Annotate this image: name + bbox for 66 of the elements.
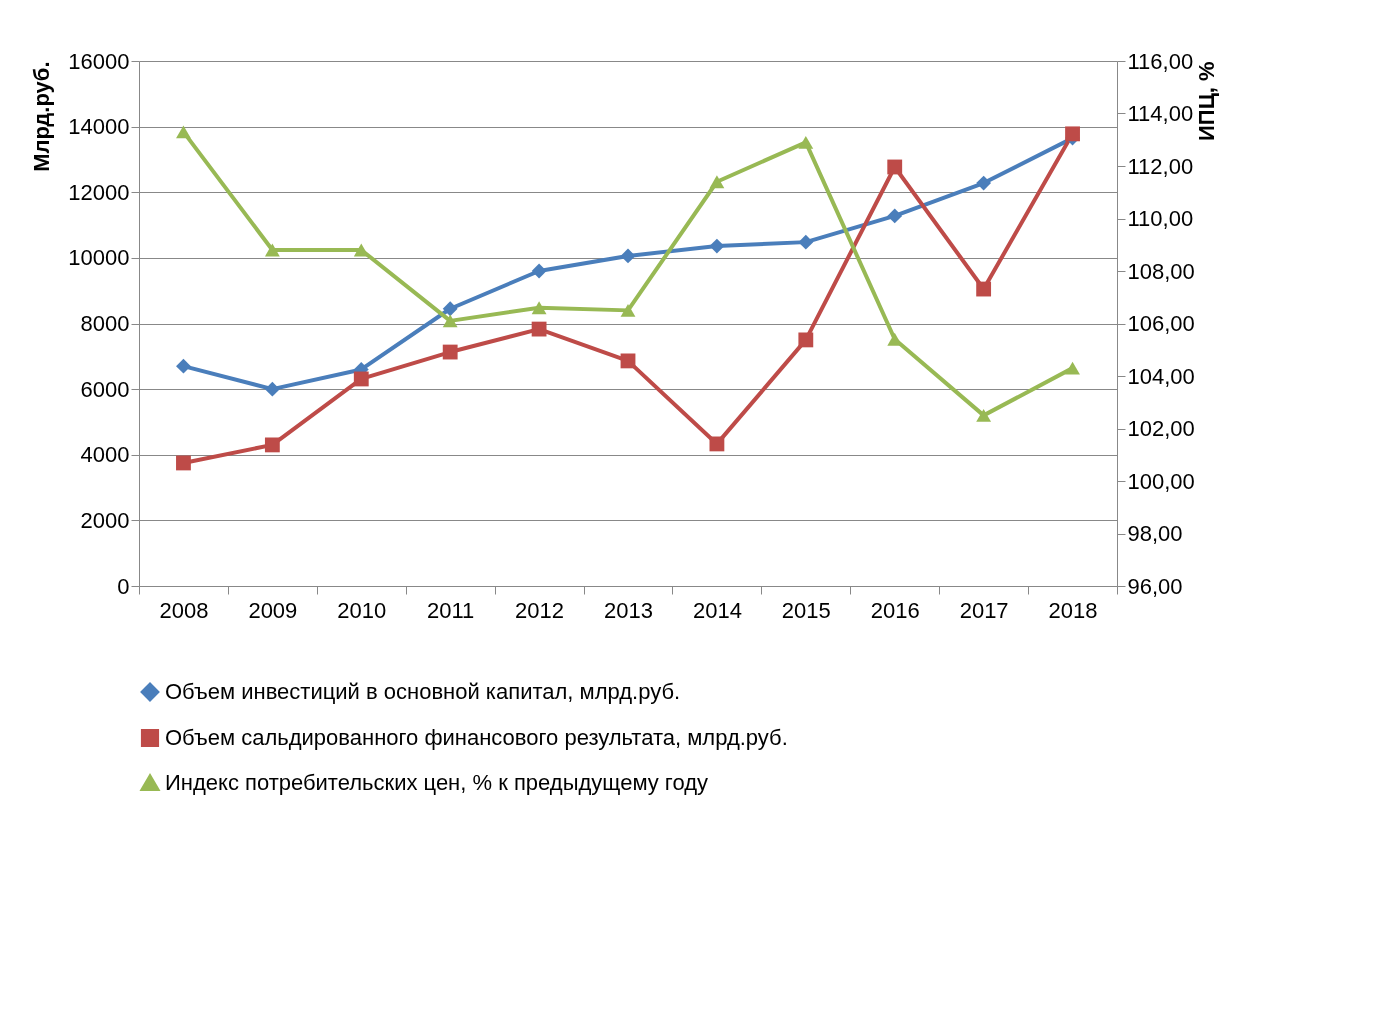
point bbox=[353, 243, 369, 257]
y2-tick-label: 104,00 bbox=[1127, 363, 1195, 389]
y-tick-label: 10000 bbox=[68, 245, 130, 271]
y-tick-label: 6000 bbox=[80, 376, 130, 402]
point bbox=[264, 381, 280, 397]
point bbox=[1065, 361, 1080, 375]
point bbox=[976, 408, 992, 422]
point bbox=[531, 321, 547, 337]
y2-tick-label: 116,00 bbox=[1127, 48, 1194, 74]
y2-tick-label: 106,00 bbox=[1127, 311, 1195, 336]
point bbox=[976, 175, 992, 191]
x-tick-label: 2016 bbox=[870, 597, 920, 623]
point bbox=[709, 175, 725, 189]
point bbox=[798, 135, 814, 149]
y2-tick-label: 110,00 bbox=[1127, 206, 1194, 231]
point bbox=[442, 344, 458, 360]
point bbox=[442, 314, 458, 328]
x-tick-label: 2018 bbox=[1048, 597, 1098, 623]
point bbox=[798, 332, 814, 348]
point bbox=[176, 358, 191, 374]
point bbox=[264, 437, 280, 453]
x-tick-label: 2009 bbox=[248, 597, 298, 623]
y-axis-title: Млрд.руб. bbox=[29, 61, 55, 172]
point bbox=[176, 455, 191, 471]
y2-tick-label: 96,00 bbox=[1127, 573, 1183, 599]
x-tick-label: 2017 bbox=[959, 597, 1009, 623]
point bbox=[887, 208, 903, 224]
legend-label: Индекс потребительских цен, % к предыдущему году bbox=[165, 770, 708, 795]
y-tick-label: 4000 bbox=[80, 442, 130, 468]
x-tick-label: 2011 bbox=[427, 597, 475, 623]
point bbox=[442, 301, 458, 317]
point bbox=[709, 238, 725, 254]
y2-tick-label: 98,00 bbox=[1127, 521, 1183, 546]
x-tick-label: 2015 bbox=[781, 597, 831, 623]
point bbox=[531, 263, 547, 279]
x-tick-label: 2008 bbox=[159, 597, 209, 623]
y2-tick-label: 102,00 bbox=[1127, 416, 1195, 441]
y2-tick-label: 112,00 bbox=[1127, 153, 1194, 179]
point bbox=[1065, 126, 1080, 142]
point bbox=[709, 436, 725, 452]
point bbox=[264, 243, 280, 257]
point bbox=[620, 248, 636, 264]
x-tick-label: 2010 bbox=[337, 597, 387, 623]
y-tick-label: 2000 bbox=[80, 507, 130, 533]
y2-tick-label: 100,00 bbox=[1127, 468, 1195, 494]
y-tick-label: 14000 bbox=[68, 114, 130, 140]
point bbox=[531, 301, 547, 315]
x-tick-label: 2014 bbox=[692, 597, 742, 623]
point bbox=[620, 353, 636, 369]
y-tick-label: 12000 bbox=[68, 179, 130, 205]
legend-label: Объем сальдированного финансового результата, млрд.руб. bbox=[165, 725, 788, 750]
y-tick-label: 8000 bbox=[80, 311, 130, 336]
x-tick-label: 2013 bbox=[604, 597, 653, 623]
y2-axis-title: ИПЦ, % bbox=[1193, 61, 1219, 141]
point bbox=[620, 303, 636, 317]
point bbox=[176, 125, 191, 139]
y-tick-label: 0 bbox=[117, 573, 130, 599]
point bbox=[976, 281, 992, 297]
point bbox=[887, 159, 903, 175]
point bbox=[353, 371, 369, 387]
x-tick-label: 2012 bbox=[515, 597, 565, 623]
y2-tick-label: 114,00 bbox=[1127, 101, 1194, 126]
legend-label: Объем инвестиций в основной капитал, млрд.руб. bbox=[165, 679, 681, 704]
y2-tick-label: 108,00 bbox=[1127, 258, 1195, 284]
y-tick-label: 16000 bbox=[68, 48, 130, 74]
point bbox=[798, 234, 814, 250]
